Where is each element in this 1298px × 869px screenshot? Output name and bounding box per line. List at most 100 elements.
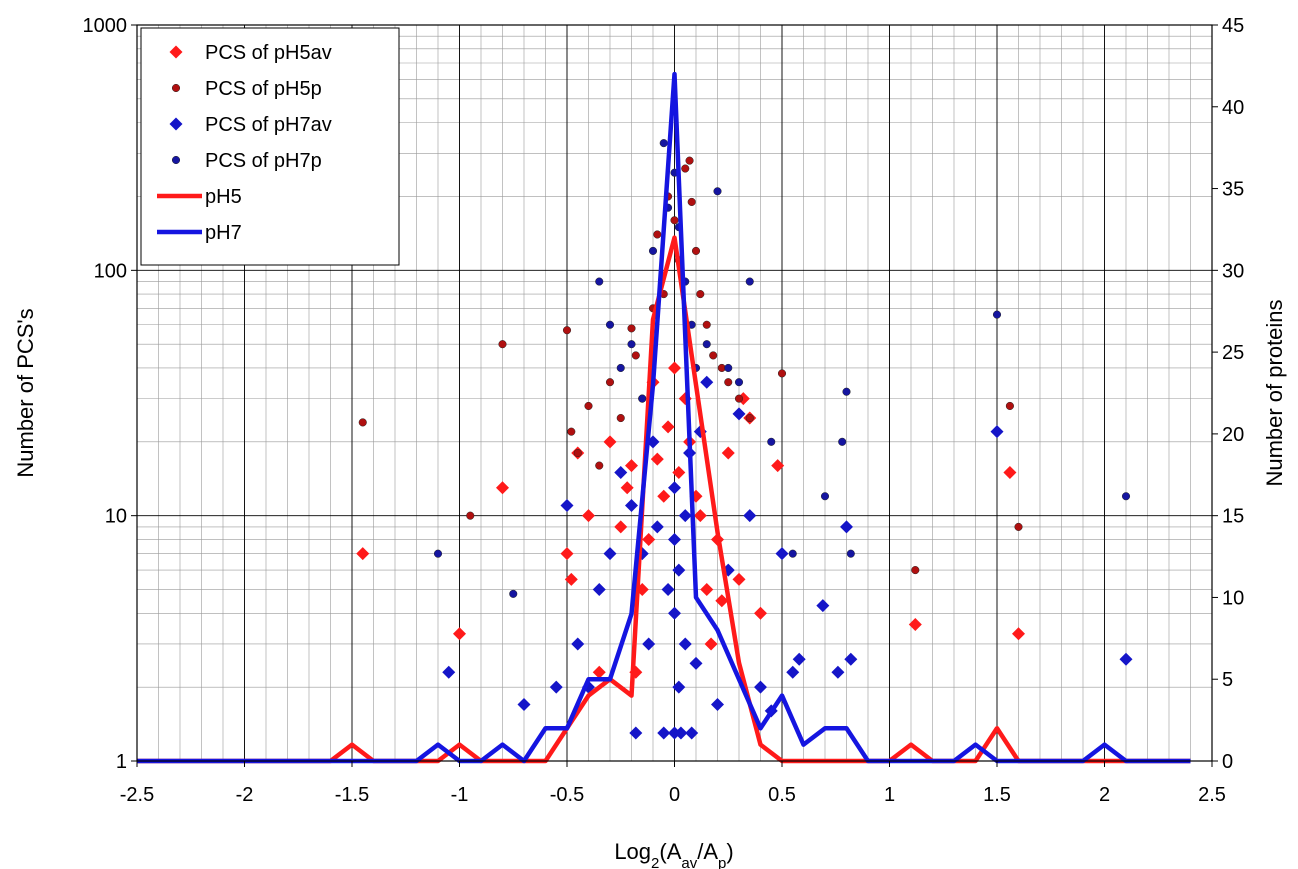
- y-left-tick-label: 10: [105, 506, 127, 528]
- point-pcs-of-ph5p: [466, 511, 475, 520]
- point-pcs-of-ph7av: [685, 726, 699, 740]
- point-pcs-of-ph7p: [992, 310, 1002, 319]
- x-tick-label: -1.5: [335, 784, 369, 806]
- point-pcs-of-ph7av: [549, 680, 563, 694]
- point-pcs-of-ph5p: [687, 197, 696, 206]
- point-pcs-of-ph5av: [614, 520, 628, 534]
- point-pcs-of-ph7av: [840, 520, 853, 534]
- point-pcs-of-ph7p: [595, 277, 604, 286]
- point-pcs-of-ph7av: [661, 583, 675, 597]
- point-pcs-of-ph7av: [754, 680, 767, 694]
- y-right-tick-label: 45: [1222, 15, 1244, 37]
- point-pcs-of-ph7av: [743, 509, 757, 523]
- x-tick-label: -0.5: [550, 784, 584, 806]
- point-pcs-of-ph7p: [767, 437, 776, 446]
- point-pcs-of-ph5p: [709, 351, 718, 360]
- point-pcs-of-ph7av: [642, 637, 656, 651]
- point-pcs-of-ph5av: [650, 452, 664, 466]
- point-pcs-of-ph7p: [842, 387, 851, 396]
- point-pcs-of-ph7p: [627, 340, 636, 349]
- point-pcs-of-ph5av: [754, 606, 767, 620]
- x-tick-label: 0.5: [768, 784, 796, 806]
- point-pcs-of-ph5p: [691, 246, 701, 255]
- point-pcs-of-ph7p: [638, 394, 647, 403]
- point-pcs-of-ph5p: [911, 566, 920, 575]
- point-pcs-of-ph5p: [1014, 522, 1023, 531]
- y-right-tick-label: 0: [1222, 751, 1233, 773]
- point-pcs-of-ph5p: [573, 448, 582, 458]
- point-pcs-of-ph5p: [702, 320, 711, 329]
- point-pcs-of-ph7p: [509, 589, 518, 598]
- point-pcs-of-ph5p: [685, 156, 694, 165]
- point-pcs-of-ph7p: [605, 320, 615, 329]
- point-pcs-of-ph5av: [1003, 465, 1017, 479]
- point-pcs-of-ph7av: [674, 726, 688, 740]
- point-pcs-of-ph7p: [838, 437, 847, 446]
- legend-swatch-pcs-of-ph7p: [171, 155, 181, 165]
- point-pcs-of-ph5p: [696, 290, 705, 299]
- point-pcs-of-ph7av: [672, 680, 686, 694]
- point-pcs-of-ph5av: [732, 572, 746, 586]
- point-pcs-of-ph7av: [1119, 652, 1133, 666]
- point-pcs-of-ph7av: [603, 547, 617, 561]
- point-pcs-of-ph5av: [700, 583, 714, 597]
- point-pcs-of-ph7p: [433, 549, 443, 558]
- point-pcs-of-ph5av: [715, 594, 729, 608]
- line-ph7: [137, 71, 1191, 764]
- point-pcs-of-ph5p: [627, 324, 636, 333]
- point-pcs-of-ph7p: [820, 492, 830, 501]
- x-axis-ticks: -2.5 -2 -1.5 -1 -0.5 0 0.5 1 1.5 2 2.5: [120, 761, 1226, 806]
- point-pcs-of-ph7av: [614, 465, 628, 479]
- point-pcs-of-ph7av: [678, 509, 692, 523]
- point-pcs-of-ph7av: [678, 637, 692, 651]
- legend-swatch-pcs-of-ph5av: [169, 45, 183, 59]
- legend-label-ph7: pH7: [205, 222, 242, 244]
- x-tick-label: 1.5: [983, 784, 1011, 806]
- point-pcs-of-ph7av: [592, 583, 606, 597]
- point-pcs-of-ph7av: [517, 697, 531, 711]
- point-pcs-of-ph5av: [657, 489, 671, 503]
- y-right-tick-label: 40: [1222, 97, 1244, 119]
- point-pcs-of-ph5p: [681, 164, 690, 173]
- legend-label-ph5: pH5: [205, 186, 242, 208]
- point-pcs-of-ph5av: [704, 637, 718, 651]
- x-tick-label: 1: [884, 784, 895, 806]
- point-pcs-of-ph7p: [1121, 492, 1131, 501]
- point-pcs-of-ph7av: [442, 665, 456, 679]
- point-pcs-of-ph5av: [908, 618, 922, 632]
- point-pcs-of-ph5p: [653, 230, 662, 239]
- point-pcs-of-ph7p: [648, 246, 658, 255]
- point-pcs-of-ph5av: [771, 459, 785, 473]
- point-pcs-of-ph7av: [711, 697, 724, 711]
- y-left-axis-title: Number of PCS's: [13, 308, 38, 477]
- point-pcs-of-ph5av: [693, 509, 707, 523]
- point-pcs-of-ph5p: [745, 413, 754, 423]
- point-pcs-of-ph7p: [616, 363, 625, 373]
- legend-label-pcs-of-ph5av: PCS of pH5av: [205, 42, 332, 64]
- point-pcs-of-ph7av: [629, 726, 643, 740]
- line-ph5: [137, 235, 1191, 764]
- legend-swatch-pcs-of-ph5p: [171, 83, 181, 93]
- point-pcs-of-ph7av: [650, 520, 664, 534]
- y-right-axis-title: Number of proteins: [1262, 299, 1287, 486]
- x-tick-label: 2: [1099, 784, 1110, 806]
- legend-swatch-pcs-of-ph7av: [169, 117, 183, 131]
- point-pcs-of-ph7p: [713, 187, 722, 196]
- point-pcs-of-ph5p: [670, 216, 679, 225]
- point-pcs-of-ph5p: [562, 326, 572, 335]
- point-pcs-of-ph7av: [816, 599, 830, 613]
- x-tick-label: -2: [236, 784, 254, 806]
- legend-box: [140, 27, 400, 266]
- point-pcs-of-ph7av: [657, 726, 671, 740]
- x-tick-label: -2.5: [120, 784, 154, 806]
- point-pcs-of-ph5p: [595, 461, 604, 470]
- y-right-tick-label: 5: [1222, 669, 1233, 691]
- point-pcs-of-ph7p: [788, 549, 797, 558]
- point-pcs-of-ph7av: [990, 425, 1004, 439]
- point-pcs-of-ph7av: [786, 665, 800, 679]
- point-pcs-of-ph7av: [700, 375, 714, 389]
- point-pcs-of-ph7av: [668, 532, 681, 546]
- y-right-tick-label: 30: [1222, 260, 1244, 282]
- point-pcs-of-ph7p: [724, 363, 733, 373]
